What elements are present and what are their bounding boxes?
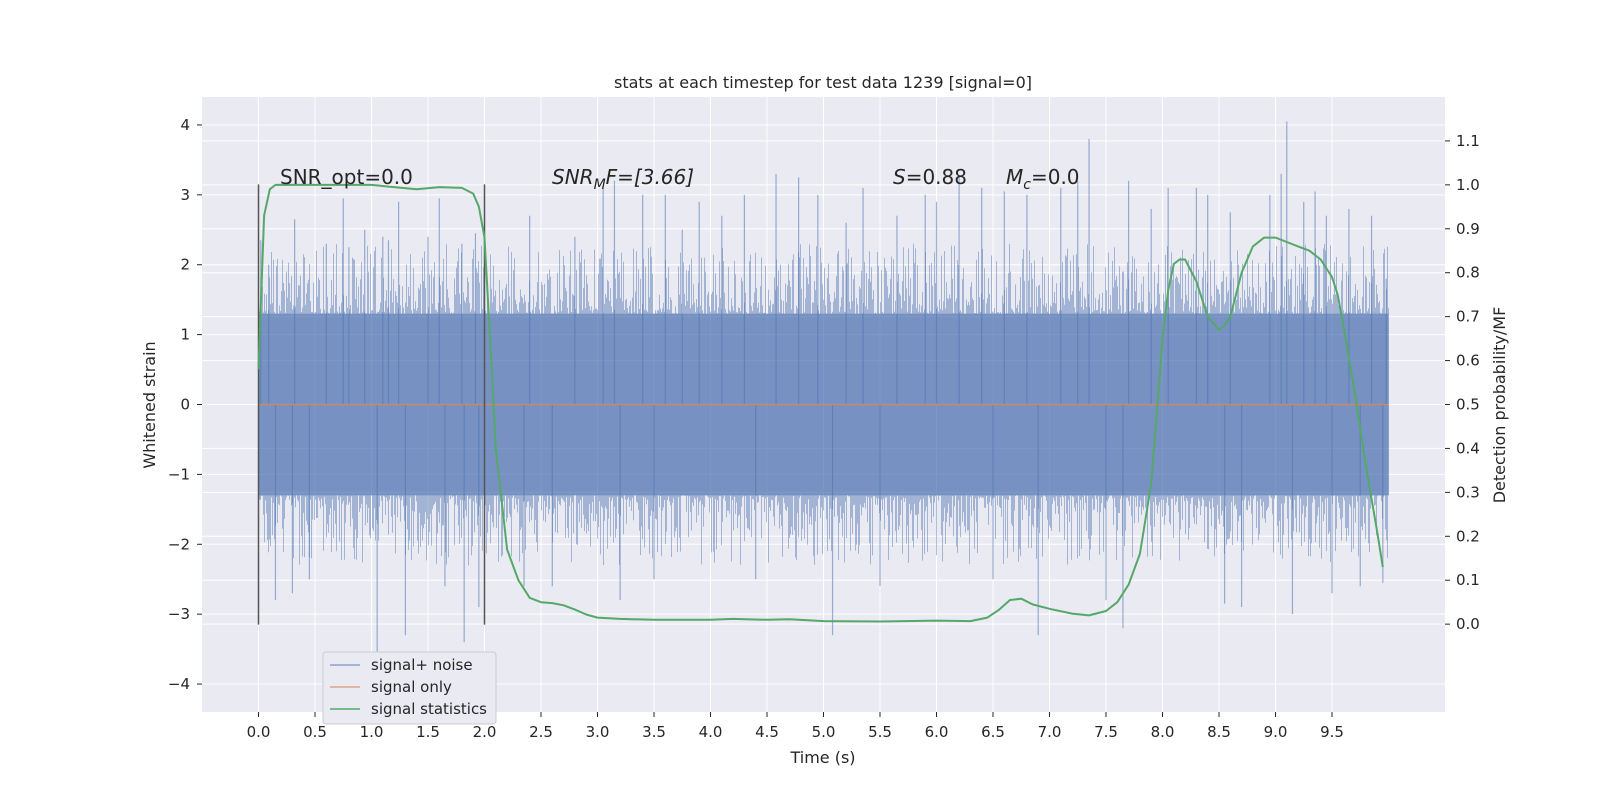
y-right-tick-label: 0.3 (1456, 483, 1480, 501)
x-tick-label: 1.5 (416, 723, 440, 741)
y-right-tick-label: 0.2 (1456, 527, 1480, 545)
legend-label-signal-noise: signal+ noise (371, 656, 473, 674)
vertical-markers (257, 184, 486, 625)
y-tick-label: 1 (180, 326, 190, 344)
x-tick-label: 0.0 (247, 723, 271, 741)
x-axis-title: Time (s) (789, 748, 855, 767)
signal-statistics-series (257, 183, 1384, 623)
y-right-axis-title: Detection probability/MF (1490, 307, 1509, 504)
x-tick-label: 2.5 (529, 723, 553, 741)
chart-title: stats at each timestep for test data 123… (614, 73, 1032, 92)
x-tick-label: 5.5 (868, 723, 892, 741)
x-tick-label: 4.5 (755, 723, 779, 741)
y-axis-title: Whitened strain (140, 341, 159, 468)
signal-statistics-line (257, 183, 1384, 623)
y-right-tick-label: 0.6 (1456, 352, 1480, 370)
legend-label-signal-only: signal only (371, 678, 452, 696)
x-tick-label: 8.0 (1151, 723, 1175, 741)
x-tick-label: 9.5 (1320, 723, 1344, 741)
y-right-tick-label: 0.4 (1456, 439, 1480, 457)
x-tick-label: 9.0 (1264, 723, 1288, 741)
x-tick-label: 3.5 (642, 723, 666, 741)
y-right-tick-label: 0.7 (1456, 308, 1480, 326)
y-right-tick-label: 1.1 (1456, 132, 1480, 150)
x-tick-label: 7.5 (1094, 723, 1118, 741)
x-tick-label: 8.5 (1207, 723, 1231, 741)
y-tick-label: −2 (168, 535, 190, 553)
y-tick-label: 3 (180, 186, 190, 204)
x-tick-label: 6.0 (925, 723, 949, 741)
y-axis-ticks: 4 3 2 1 0 −1 −2 −3 −4 (168, 116, 202, 693)
y-right-tick-label: 1.0 (1456, 176, 1480, 194)
y-right-axis-ticks: 1.1 1.0 0.9 0.8 0.7 0.6 0.5 0.4 0.3 0.2 0.1 0.0 (1445, 132, 1480, 633)
x-tick-label: 0.5 (303, 723, 327, 741)
x-axis-ticks: 0.0 0.5 1.0 1.5 2.0 2.5 3.0 3.5 4.0 4.5 5.0 5.5 6.0 6… (247, 712, 1344, 741)
x-tick-label: 4.0 (699, 723, 723, 741)
y-right-tick-label: 0.5 (1456, 396, 1480, 414)
annotation-snr-opt: SNR_opt=0.0 (280, 165, 413, 189)
legend-label-signal-statistics: signal statistics (371, 700, 487, 718)
legend-box (322, 651, 497, 725)
y-right-tick-label: 0.1 (1456, 571, 1480, 589)
y-tick-label: −4 (168, 675, 190, 693)
x-tick-label: 3.0 (586, 723, 610, 741)
y-tick-label: 2 (180, 256, 190, 274)
x-tick-label: 5.0 (812, 723, 836, 741)
x-tick-label: 7.0 (1038, 723, 1062, 741)
y-tick-label: 4 (180, 116, 190, 134)
y-tick-label: −1 (168, 465, 190, 483)
y-tick-label: −3 (168, 605, 190, 623)
annotation-mc: Mc=0.0 (1006, 165, 1080, 193)
y-right-tick-label: 0.8 (1456, 264, 1480, 282)
x-tick-label: 1.0 (360, 723, 384, 741)
x-tick-label: 2.0 (473, 723, 497, 741)
y-right-tick-label: 0.0 (1456, 615, 1480, 633)
x-tick-label: 6.5 (981, 723, 1005, 741)
y-right-tick-label: 0.9 (1456, 220, 1480, 238)
legend: signal+ noise signal only signal statist… (322, 651, 497, 725)
annotation-snr-mf: SNRMF=[3.66] (552, 165, 694, 193)
y-tick-label: 0 (180, 396, 190, 414)
annotation-s: S=0.88 (893, 165, 967, 189)
